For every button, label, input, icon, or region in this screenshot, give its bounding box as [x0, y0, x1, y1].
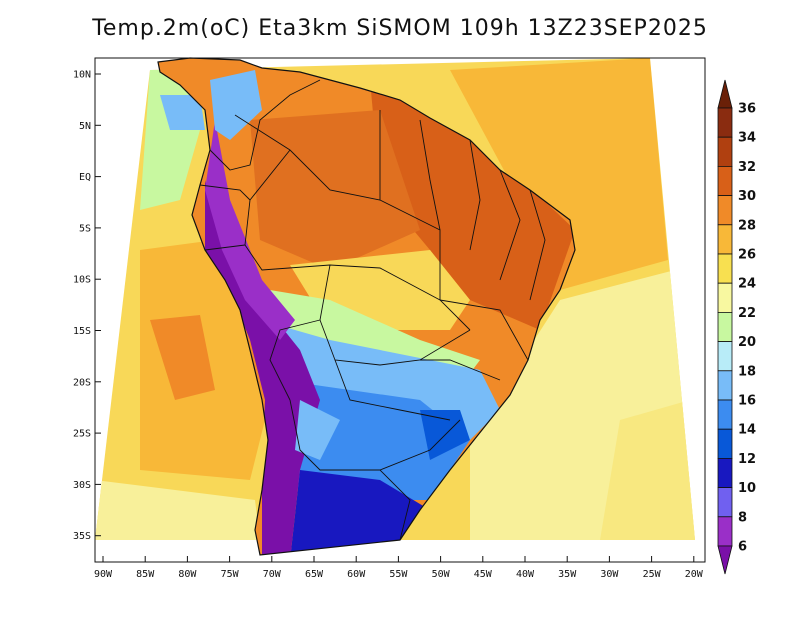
lat-label: 10N	[73, 70, 91, 81]
south-darkblue	[290, 470, 430, 555]
pacific-lightblue	[160, 95, 205, 130]
colorbar-segment	[717, 341, 733, 372]
colorbar-segment	[717, 224, 733, 255]
lat-label: 35S	[73, 531, 91, 542]
lat-label: 30S	[73, 480, 91, 491]
northeast-hot	[370, 80, 575, 330]
colorbar: 6 8 10 12 14 16 18 20 22 24 26 28 30 32 34 36	[717, 79, 756, 575]
colorbar-label: 8	[738, 510, 747, 525]
lon-label: 20W	[685, 569, 704, 580]
colorbar-label: 14	[738, 423, 756, 438]
atlantic-warm-zone	[450, 58, 668, 290]
colorbar-label: 28	[738, 218, 756, 233]
amazon-hot	[250, 110, 420, 270]
colorbar-bottom-triangle	[717, 545, 733, 575]
lon-label: 35W	[558, 569, 577, 580]
andes-violet	[205, 120, 295, 340]
colorbar-segment	[717, 428, 733, 459]
colorbar-label: 26	[738, 248, 756, 263]
lat-label: 10S	[73, 275, 91, 286]
colorbar-label: 18	[738, 364, 756, 379]
lat-label: 5N	[79, 121, 91, 132]
colorbar-segment	[717, 136, 733, 167]
longitude-axis: 90W 85W 80W 75W 70W 65W 60W 55W 50W 45W 40W 35W 30W 2…	[94, 556, 704, 580]
colorbar-segment	[717, 516, 733, 547]
colorbar-segment	[717, 165, 733, 196]
colorbar-label: 34	[738, 131, 756, 146]
latitude-axis: 10N 5N EQ 5S 10S 15S 20S 25S 30S 35S	[73, 70, 101, 542]
colorbar-label: 6	[738, 540, 747, 555]
lat-label: 15S	[73, 326, 91, 337]
lat-label: 20S	[73, 377, 91, 388]
colorbar-label: 20	[738, 335, 756, 350]
lon-label: 50W	[432, 569, 451, 580]
lon-label: 25W	[643, 569, 662, 580]
lon-label: 40W	[516, 569, 535, 580]
colorbar-segment	[717, 370, 733, 401]
pacific-hot-patch	[150, 315, 215, 400]
map-title: Temp.2m(oC) Eta3km SiSMOM 109h 13Z23SEP2…	[92, 16, 708, 41]
pacific-cool-patch	[95, 480, 260, 540]
colorbar-segment	[717, 107, 733, 138]
colorbar-label: 36	[738, 102, 756, 117]
lon-label: 90W	[94, 569, 113, 580]
country-borders	[199, 79, 546, 541]
colorbar-segment	[717, 311, 733, 342]
highland-lightblue	[295, 400, 340, 460]
lon-label: 85W	[136, 569, 155, 580]
colorbar-label: 22	[738, 306, 756, 321]
lon-label: 70W	[263, 569, 282, 580]
lon-label: 30W	[600, 569, 619, 580]
colorbar-label: 16	[738, 394, 756, 409]
colorbar-label: 10	[738, 481, 756, 496]
lat-label: 25S	[73, 429, 91, 440]
colorbar-top-triangle	[717, 79, 733, 109]
north-andes-cool	[210, 70, 262, 140]
lon-label: 55W	[389, 569, 408, 580]
colorbar-segment	[717, 253, 733, 284]
colorbar-segment	[717, 399, 733, 430]
coastline	[157, 57, 576, 556]
colorbar-segment	[717, 282, 733, 313]
map-frame	[94, 57, 706, 563]
lat-label: 5S	[79, 223, 91, 234]
lon-label: 45W	[474, 569, 493, 580]
colorbar-segment	[717, 487, 733, 518]
colorbar-segment	[717, 457, 733, 488]
colorbar-label: 12	[738, 452, 756, 467]
lon-label: 80W	[178, 569, 197, 580]
atlantic-mid-zone	[600, 400, 695, 540]
colorbar-segment	[717, 195, 733, 226]
colorbar-label: 32	[738, 160, 756, 175]
colorbar-label: 24	[738, 277, 756, 292]
lon-label: 60W	[347, 569, 366, 580]
lon-label: 75W	[221, 569, 240, 580]
lon-label: 65W	[305, 569, 324, 580]
lat-label: EQ	[79, 172, 91, 183]
colorbar-label: 30	[738, 189, 756, 204]
